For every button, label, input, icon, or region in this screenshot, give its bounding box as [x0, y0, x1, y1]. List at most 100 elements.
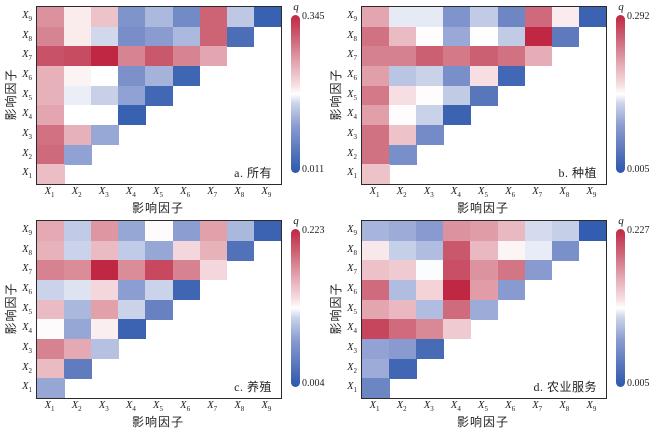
- y-tick-label: X5: [347, 88, 357, 102]
- heatmap-plot-c: c. 养殖: [36, 220, 282, 399]
- heatmap-cell: [497, 26, 526, 47]
- x-tick-label: X7: [532, 400, 543, 414]
- heatmap-cell: [118, 319, 146, 340]
- y-tick-label: X7: [347, 263, 357, 277]
- heatmap-cell: [118, 85, 146, 106]
- x-tick-label: X9: [261, 400, 272, 414]
- x-tick-label: X3: [423, 400, 434, 414]
- colorbar-min-label: 0.005: [627, 164, 650, 175]
- heatmap-cell: [172, 240, 201, 261]
- heatmap-cell: [389, 105, 417, 126]
- y-tick-label: X7: [22, 49, 32, 63]
- heatmap-cell: [199, 7, 228, 28]
- x-tick-label: X6: [180, 400, 191, 414]
- x-tick-labels: X1 X2 X3 X4 X5 X6 X7 X8 X9: [361, 400, 605, 414]
- heatmap-cell: [470, 221, 499, 242]
- heatmap-cell: [91, 280, 119, 301]
- heatmap-cell: [389, 280, 417, 301]
- heatmap-cell: [524, 221, 553, 242]
- heatmap-cell: [145, 7, 174, 28]
- heatmap-cell: [416, 105, 444, 126]
- heatmap-plot-d: d. 农业服务: [361, 220, 607, 399]
- heatmap-cell: [64, 339, 92, 360]
- y-tick-label: X5: [22, 302, 32, 316]
- heatmap-cell: [443, 299, 471, 320]
- heatmap-cell: [91, 240, 119, 261]
- heatmap-cell: [362, 358, 390, 379]
- heatmap-cell: [443, 7, 471, 28]
- heatmap-cell: [524, 240, 553, 261]
- heatmap-plot-b: b. 种植: [361, 6, 607, 185]
- x-tick-label: X9: [261, 186, 272, 200]
- heatmap-cell: [253, 7, 282, 28]
- heatmap-cell: [145, 46, 174, 67]
- heatmap-cell: [37, 125, 65, 146]
- x-tick-label: X1: [369, 400, 380, 414]
- heatmap-cell: [416, 319, 444, 340]
- heatmap-cell: [362, 299, 390, 320]
- colorbar-min-label: 0.005: [627, 378, 650, 389]
- heatmap-cell: [389, 26, 417, 47]
- heatmap-cell: [37, 46, 65, 67]
- x-tick-labels: X1 X2 X3 X4 X5 X6 X7 X8 X9: [36, 186, 280, 200]
- x-tick-label: X5: [478, 400, 488, 414]
- heatmap-cell: [64, 105, 92, 126]
- heatmap-cell: [362, 164, 390, 185]
- heatmap-cell: [145, 66, 174, 87]
- heatmap-cell: [64, 358, 92, 379]
- y-tick-label: X8: [347, 243, 357, 257]
- y-tick-label: X4: [347, 322, 357, 336]
- heatmap-cell: [91, 7, 119, 28]
- heatmap-cell: [64, 221, 92, 242]
- heatmap-cell: [389, 85, 417, 106]
- y-tick-label: X2: [22, 361, 32, 375]
- heatmap-cell: [118, 280, 146, 301]
- heatmap-cell: [118, 299, 146, 320]
- heatmap-cell: [172, 26, 201, 47]
- heatmap-cell: [145, 221, 174, 242]
- panel-d: 影响因子 X9 X8 X7 X6 X5 X4 X3 X2 X1 d. 农业服务 X1 X2 X3 X4…: [325, 214, 650, 429]
- heatmap-cell: [37, 66, 65, 87]
- heatmap-cell: [91, 125, 119, 146]
- colorbar-min-label: 0.004: [302, 378, 325, 389]
- heatmap-cell: [145, 26, 174, 47]
- heatmap-cell: [91, 299, 119, 320]
- heatmap-cell: [443, 240, 471, 261]
- heatmap-cell: [199, 46, 228, 67]
- y-tick-label: X8: [22, 243, 32, 257]
- x-tick-label: X7: [207, 186, 218, 200]
- heatmap-cell: [172, 7, 201, 28]
- heatmap-cell: [37, 26, 65, 47]
- x-tick-label: X2: [396, 400, 407, 414]
- heatmap-cell: [389, 7, 417, 28]
- heatmap-cell: [416, 66, 444, 87]
- heatmap-cells: [362, 221, 607, 399]
- y-tick-label: X9: [22, 9, 32, 23]
- heatmap-cell: [416, 280, 444, 301]
- heatmap-cells: [362, 7, 607, 185]
- colorbar-max-label: 0.345: [302, 11, 325, 22]
- heatmap-cell: [362, 339, 390, 360]
- heatmap-cell: [389, 46, 417, 67]
- y-tick-label: X1: [347, 381, 357, 395]
- heatmap-cell: [497, 280, 526, 301]
- heatmap-cell: [497, 7, 526, 28]
- heatmap-cell: [362, 26, 390, 47]
- heatmap-cell: [389, 144, 417, 165]
- heatmap-cell: [118, 105, 146, 126]
- heatmap-cell: [64, 144, 92, 165]
- heatmap-plot-a: a. 所有: [36, 6, 282, 185]
- heatmap-cell: [37, 221, 65, 242]
- heatmap-cell: [389, 221, 417, 242]
- heatmap-cell: [145, 280, 174, 301]
- heatmap-cell: [443, 280, 471, 301]
- heatmap-cell: [145, 85, 174, 106]
- heatmap-cell: [37, 85, 65, 106]
- heatmap-cell: [470, 85, 499, 106]
- y-tick-label: X3: [347, 341, 357, 355]
- heatmap-cell: [199, 221, 228, 242]
- y-tick-labels: X9 X8 X7 X6 X5 X4 X3 X2 X1: [8, 6, 34, 183]
- x-tick-label: X6: [180, 186, 191, 200]
- heatmap-cell: [362, 260, 390, 281]
- heatmap-cell: [118, 26, 146, 47]
